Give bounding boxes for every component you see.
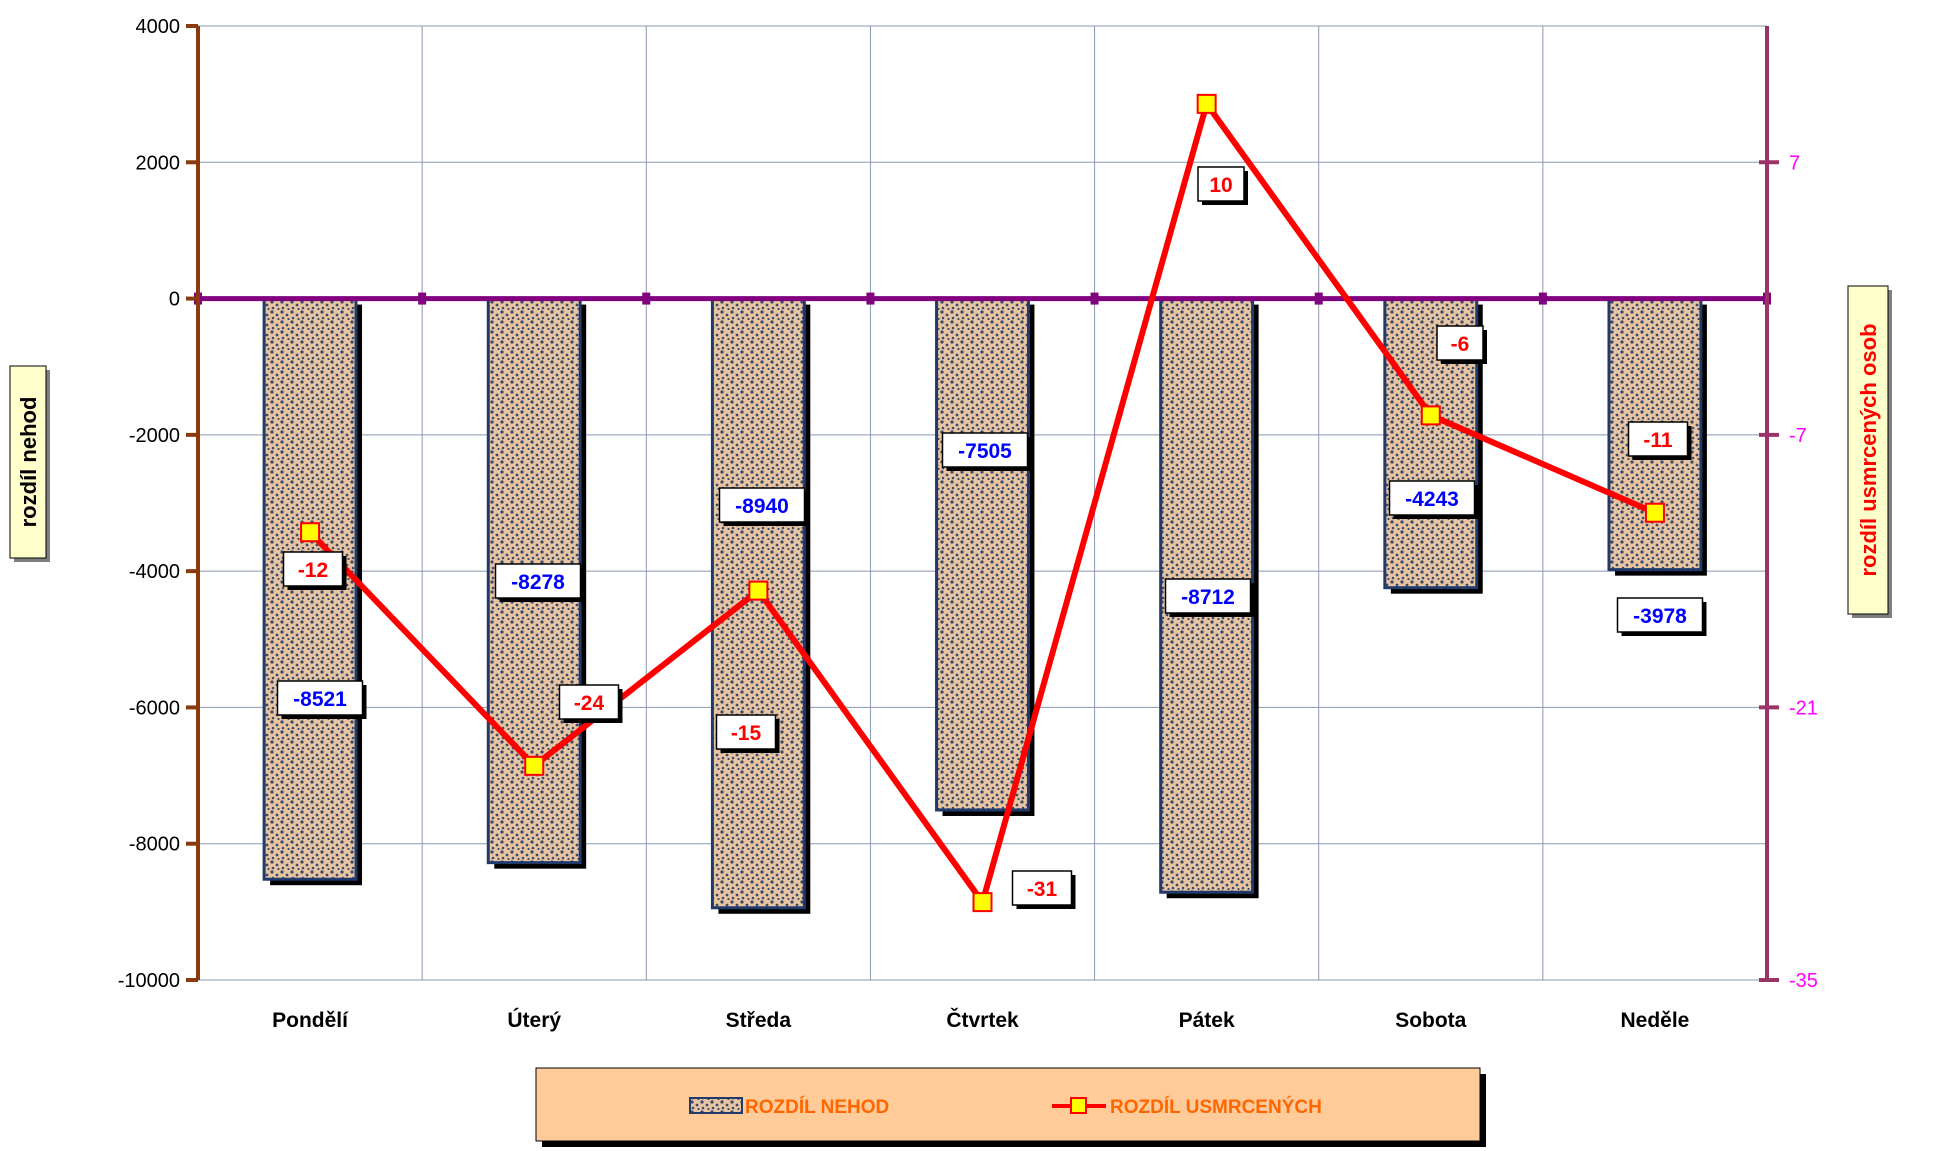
legend-label-line: ROZDÍL USMRCENÝCH [1110,1096,1322,1118]
right-tick-label: 7 [1789,152,1800,174]
bar-data-label: -4243 [1388,480,1479,519]
line-marker [524,755,545,776]
left-tick-label: 0 [169,289,180,311]
label-text: -15 [731,722,762,745]
line-data-label: -31 [1011,870,1076,909]
bar-series [262,297,1707,914]
left-tick-label: -10000 [118,970,180,992]
label-box [1164,578,1252,614]
label-text: -8521 [293,688,347,711]
category-label: Sobota [1395,1009,1466,1032]
zero-line-tick [642,292,651,305]
left-tick-label: 2000 [136,152,181,174]
label-box [1011,870,1073,906]
right-axis-label: rozdíl usmrcených osob [1856,323,1881,576]
bar [935,297,1030,812]
right-tick-label: -7 [1789,425,1807,447]
label-text: -8712 [1181,586,1235,609]
label-box [1616,597,1704,633]
left-axis-title: rozdíl nehod [9,365,50,562]
line-data-label: -11 [1627,421,1692,460]
line-data-label: -24 [558,684,623,723]
left-tick-label: -6000 [129,697,180,719]
label-box [718,487,806,523]
label-text: -8940 [735,495,789,518]
legend-swatch-bars [689,1097,743,1114]
category-label: Pátek [1179,1009,1235,1032]
category-label: Úterý [507,1008,561,1032]
zero-line-tick [1090,292,1099,305]
right-tick-label: -35 [1789,970,1818,992]
bar-data-label: -3978 [1616,597,1707,636]
left-tick-label: -2000 [129,425,180,447]
category-label: Čtvrtek [946,1008,1019,1032]
label-text: -11 [1643,429,1673,452]
axes: 4000 2000 0 -2000 -4000 -6000 -8000 -10000 7 -7 -2… [118,16,1818,992]
line-marker [748,580,769,601]
bar-data-label: -8278 [494,563,585,602]
category-label: Středa [726,1009,792,1032]
label-text: -31 [1027,878,1058,901]
zero-line-tick [1314,292,1323,305]
category-axis-labels: Pondělí Úterý Středa Čtvrtek Pátek Sobota Nedě… [272,1008,1689,1032]
bar-data-label: -8712 [1164,578,1255,617]
label-box [1197,166,1245,202]
line-marker [1196,93,1217,114]
label-box [1627,421,1689,457]
label-text: 10 [1209,174,1232,197]
zero-line-tick [1538,292,1547,305]
left-tick-label: -8000 [129,834,180,856]
line-marker [300,522,321,543]
legend: ROZDÍL NEHOD ROZDÍL USMRCENÝCH [535,1067,1486,1147]
right-tick-label: -21 [1789,697,1818,719]
category-label: Neděle [1620,1009,1689,1032]
legend-item-bars: ROZDÍL NEHOD [689,1096,889,1118]
label-box [494,563,582,599]
bar-data-label: -8940 [718,487,809,526]
zero-line-tick [418,292,427,305]
zero-line-tick [866,292,875,305]
legend-marker [1070,1097,1087,1114]
label-box [558,684,620,720]
bar-data-label: -7505 [941,432,1032,471]
line-data-label: -15 [715,714,780,753]
category-label: Pondělí [272,1009,349,1032]
left-tick-label: -4000 [129,561,180,583]
legend-label-bars: ROZDÍL NEHOD [745,1096,889,1118]
label-box [276,680,364,716]
label-box [1436,325,1484,361]
label-text: -12 [298,559,328,582]
line-marker [972,892,993,913]
line-marker [1420,405,1441,426]
line-data-label: -12 [282,551,347,590]
line-marker [1644,502,1665,523]
label-box [282,551,344,587]
left-tick-label: 4000 [136,16,181,38]
label-text: -3978 [1633,605,1687,628]
label-text: -24 [574,692,605,715]
line-series [300,93,1665,913]
label-text: -7505 [958,440,1012,463]
line-data-label: -6 [1436,325,1487,364]
line-data-label: 10 [1197,166,1248,205]
label-box [941,432,1029,468]
label-box [1388,480,1476,516]
left-axis-label: rozdíl nehod [16,397,41,528]
label-text: -6 [1451,333,1470,356]
label-text: -4243 [1405,488,1459,511]
label-text: -8278 [511,571,565,594]
bar-data-label: -8521 [276,680,367,719]
label-box [715,714,777,750]
data-labels: -8521 -8278 -8940 -7505 -8712 -4243 -3978 -12 -2… [276,166,1707,909]
right-axis-title: rozdíl usmrcených osob [1847,285,1892,618]
bar [710,297,806,910]
legend-item-line: ROZDÍL USMRCENÝCH [1052,1096,1322,1118]
